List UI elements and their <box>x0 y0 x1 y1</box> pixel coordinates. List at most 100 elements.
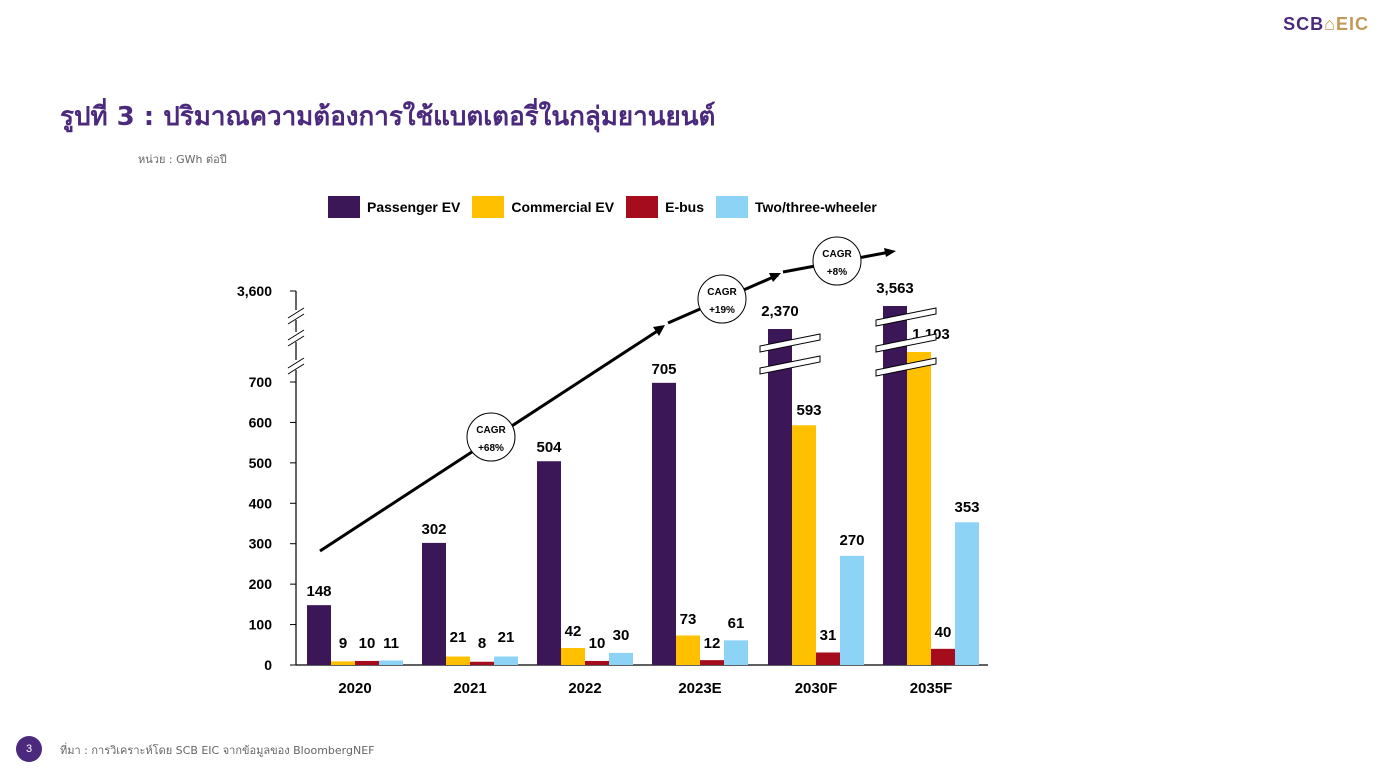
data-label: 10 <box>589 635 606 652</box>
cagr-label: CAGR <box>707 287 737 298</box>
bar-two-three-wheeler <box>379 660 403 665</box>
y-tick-label: 300 <box>249 536 273 552</box>
data-label: 9 <box>339 635 347 652</box>
legend-swatch-wheeler <box>716 196 748 218</box>
data-label: 705 <box>651 361 676 378</box>
bar-passenger-ev <box>768 329 792 665</box>
bar-passenger-ev <box>307 605 331 665</box>
bar-commercial-ev <box>907 352 931 665</box>
logo-eic: EIC <box>1335 14 1369 34</box>
chart-legend: Passenger EV Commercial EV E-bus Two/thr… <box>328 196 889 218</box>
bar-two-three-wheeler <box>840 555 864 665</box>
x-tick-label: 2020 <box>338 680 371 697</box>
legend-item-wheeler: Two/three-wheeler <box>716 196 877 218</box>
y-tick-label: 400 <box>249 495 273 511</box>
legend-item-ebus: E-bus <box>626 196 704 218</box>
x-tick-label: 2035F <box>910 680 953 697</box>
x-tick-label: 2022 <box>568 680 601 697</box>
y-tick-label: 700 <box>249 374 273 390</box>
x-tick-label: 2021 <box>453 680 486 697</box>
data-label: 21 <box>498 629 515 646</box>
y-tick-label: 600 <box>249 414 273 430</box>
axis-break-mark <box>287 329 305 341</box>
arrow-head-icon <box>653 325 665 336</box>
y-tick-label: 3,600 <box>237 283 272 299</box>
data-label: 8 <box>478 635 486 652</box>
cagr-value: +68% <box>478 443 504 454</box>
bar-break-mark <box>875 333 937 353</box>
bar-break-mark <box>759 355 821 375</box>
legend-swatch-ebus <box>626 196 659 218</box>
source-note: ที่มา : การวิเคราะห์โดย SCB EIC จากข้อมู… <box>60 744 375 757</box>
data-label: 73 <box>680 611 697 628</box>
axis-break-gap <box>288 332 304 342</box>
data-label: 302 <box>421 521 446 538</box>
page-number-badge: 3 <box>16 736 42 762</box>
data-label: 270 <box>839 532 864 549</box>
legend-swatch-passenger <box>328 196 360 218</box>
data-label: 11 <box>383 635 399 652</box>
cagr-bubble <box>812 236 862 286</box>
data-label: 61 <box>728 615 745 632</box>
y-tick-label: 200 <box>249 576 273 592</box>
bar-two-three-wheeler <box>955 522 979 665</box>
axis-break-mark <box>287 307 305 319</box>
legend-label-passenger: Passenger EV <box>367 199 461 215</box>
y-tick-label: 0 <box>264 657 272 673</box>
legend-swatch-commercial <box>472 196 505 218</box>
bar-break-mark <box>875 357 937 377</box>
cagr-label: CAGR <box>476 425 506 436</box>
bar-e-bus <box>585 660 609 665</box>
x-tick-label: 2023E <box>678 680 721 697</box>
legend-item-passenger: Passenger EV <box>328 196 460 218</box>
legend-label-wheeler: Two/three-wheeler <box>755 199 877 215</box>
axis-break-mark <box>287 313 305 325</box>
arrow-head-icon <box>884 248 896 257</box>
unit-label: หน่วย : GWh ต่อปี <box>138 153 227 166</box>
axis-break-gap <box>288 310 304 320</box>
bar-passenger-ev <box>422 542 446 665</box>
data-label: 40 <box>935 624 952 641</box>
bar-two-three-wheeler <box>609 652 633 665</box>
data-label: 21 <box>450 629 467 646</box>
bar-e-bus <box>700 660 724 665</box>
cagr-value: +19% <box>709 305 735 316</box>
bar-commercial-ev <box>331 661 355 665</box>
data-label: 42 <box>565 623 582 640</box>
cagr-bubble <box>697 274 747 324</box>
data-label: 353 <box>954 499 979 516</box>
axis-break-mark <box>287 335 305 347</box>
bar-break-mark <box>875 307 937 327</box>
y-tick-label: 500 <box>249 455 273 471</box>
cagr-label: CAGR <box>822 249 852 260</box>
x-tick-label: 2030F <box>795 680 838 697</box>
cagr-value: +8% <box>827 267 847 278</box>
logo-mark: ⌂ <box>1324 14 1336 34</box>
legend-label-commercial: Commercial EV <box>511 199 615 215</box>
bar-passenger-ev <box>883 306 907 665</box>
data-label: 31 <box>820 627 837 644</box>
bar-commercial-ev <box>792 425 816 665</box>
bar-e-bus <box>470 661 494 665</box>
bar-break-mark <box>759 333 821 353</box>
data-label: 148 <box>306 583 331 600</box>
bar-e-bus <box>931 648 955 665</box>
bar-commercial-ev <box>561 648 585 665</box>
brand-logo: SCB⌂EIC <box>1283 14 1369 35</box>
data-label: 504 <box>536 439 562 456</box>
data-label: 2,370 <box>761 303 799 320</box>
legend-item-commercial: Commercial EV <box>472 196 614 218</box>
data-label: 593 <box>796 402 821 419</box>
arrow-head-icon <box>769 273 781 282</box>
logo-scb: SCB <box>1283 14 1325 34</box>
axis-break-mark <box>287 363 305 375</box>
legend-label-ebus: E-bus <box>665 199 704 215</box>
bar-commercial-ev <box>676 635 700 665</box>
data-label: 10 <box>359 635 376 652</box>
y-tick-label: 100 <box>249 617 273 633</box>
bar-two-three-wheeler <box>494 656 518 665</box>
bar-passenger-ev <box>537 461 561 665</box>
axis-break-gap <box>288 360 304 370</box>
bar-commercial-ev <box>446 656 470 665</box>
